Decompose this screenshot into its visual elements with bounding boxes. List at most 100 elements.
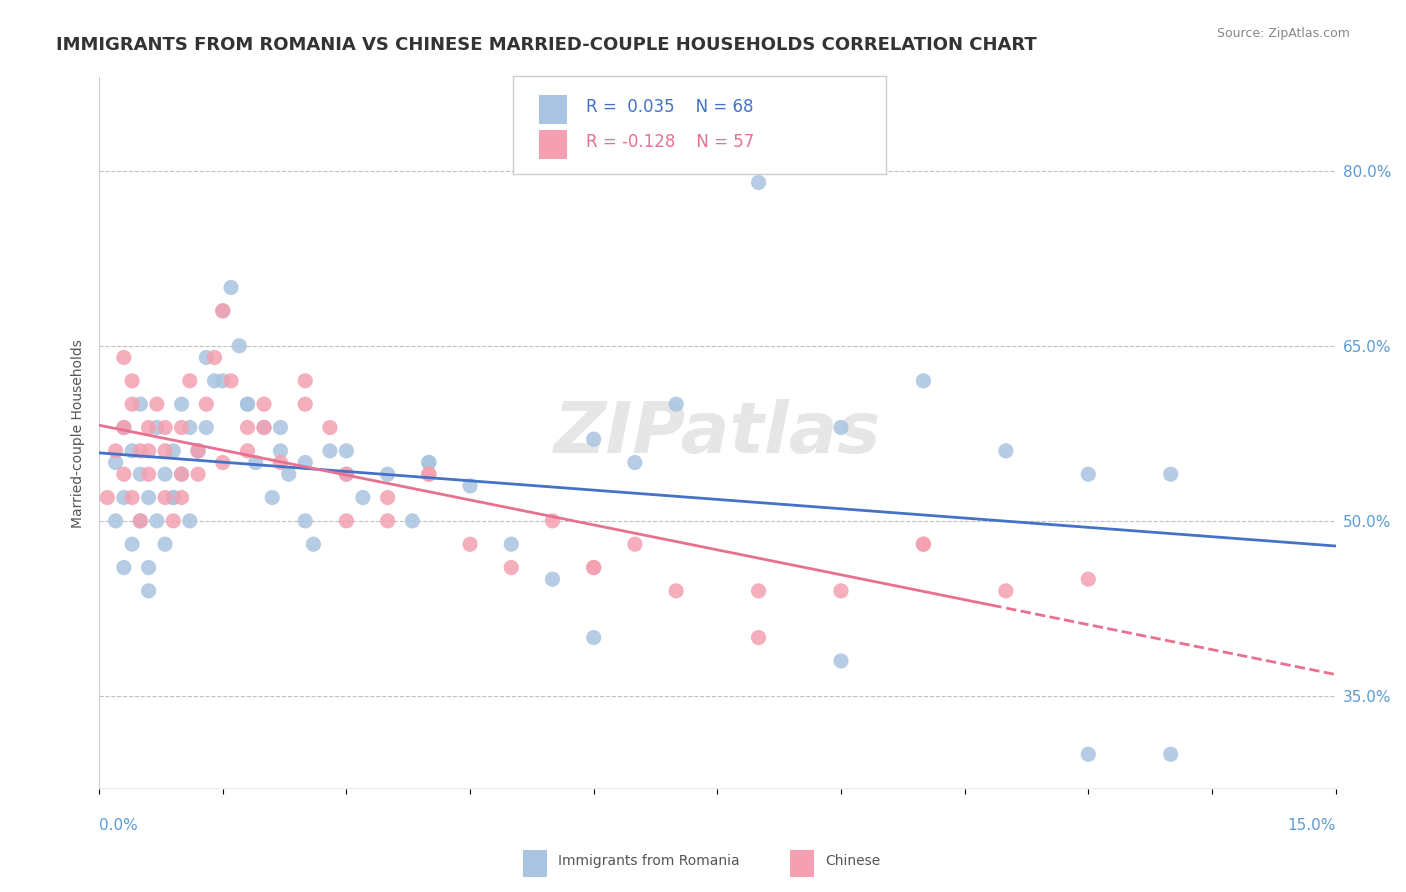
Point <box>458 537 481 551</box>
Point <box>748 631 770 645</box>
Point <box>187 443 209 458</box>
Point <box>418 467 440 482</box>
Point <box>211 374 233 388</box>
Text: Immigrants from Romania: Immigrants from Romania <box>558 854 740 868</box>
Point <box>195 397 218 411</box>
Point <box>121 374 143 388</box>
Point <box>335 467 357 482</box>
Point <box>1077 467 1099 482</box>
Point <box>541 572 564 586</box>
Point <box>294 514 316 528</box>
Point <box>541 514 564 528</box>
Point <box>112 351 135 365</box>
Point <box>377 514 399 528</box>
Point <box>830 654 852 668</box>
Point <box>1160 467 1182 482</box>
Text: 0.0%: 0.0% <box>100 819 138 833</box>
Point <box>162 514 184 528</box>
Point <box>294 456 316 470</box>
Point <box>112 467 135 482</box>
Point <box>665 583 688 598</box>
Point <box>204 351 226 365</box>
Point <box>138 443 160 458</box>
Point <box>112 491 135 505</box>
Text: 15.0%: 15.0% <box>1286 819 1336 833</box>
Point <box>994 443 1017 458</box>
Point <box>401 514 423 528</box>
Point <box>211 303 233 318</box>
Point <box>269 420 291 434</box>
Point <box>121 397 143 411</box>
Point <box>129 514 152 528</box>
Point <box>1077 572 1099 586</box>
Point <box>319 420 342 434</box>
Point <box>277 467 299 482</box>
Text: Chinese: Chinese <box>825 854 880 868</box>
Point <box>501 560 523 574</box>
Point <box>138 467 160 482</box>
Point <box>204 374 226 388</box>
Point <box>624 456 647 470</box>
Point <box>146 420 169 434</box>
Point <box>830 583 852 598</box>
Point <box>146 514 169 528</box>
Point <box>195 420 218 434</box>
Point <box>335 467 357 482</box>
Point <box>748 176 770 190</box>
Point <box>582 631 605 645</box>
Point <box>418 456 440 470</box>
Point <box>187 443 209 458</box>
Point <box>236 443 259 458</box>
Y-axis label: Married-couple Households: Married-couple Households <box>72 339 86 528</box>
Point <box>121 491 143 505</box>
Point <box>377 491 399 505</box>
Point <box>245 456 267 470</box>
Point <box>112 420 135 434</box>
Point <box>582 560 605 574</box>
Point <box>335 514 357 528</box>
Point <box>294 397 316 411</box>
Point <box>187 467 209 482</box>
Point <box>253 420 276 434</box>
Point <box>665 397 688 411</box>
Point <box>153 443 176 458</box>
Point <box>170 467 193 482</box>
Text: ZIPatlas: ZIPatlas <box>554 399 882 467</box>
Point <box>582 560 605 574</box>
Point <box>501 537 523 551</box>
Point <box>219 374 242 388</box>
Point <box>162 491 184 505</box>
Point <box>112 420 135 434</box>
Point <box>138 583 160 598</box>
Point <box>179 420 201 434</box>
Point <box>319 443 342 458</box>
Point <box>912 374 935 388</box>
Point <box>104 443 127 458</box>
Point <box>129 514 152 528</box>
Point <box>253 420 276 434</box>
Point <box>236 397 259 411</box>
Text: Source: ZipAtlas.com: Source: ZipAtlas.com <box>1216 27 1350 40</box>
Point <box>262 491 284 505</box>
Point <box>458 479 481 493</box>
Point <box>138 420 160 434</box>
Point <box>228 339 250 353</box>
Point <box>269 456 291 470</box>
Point <box>236 420 259 434</box>
Point <box>236 397 259 411</box>
Point <box>269 443 291 458</box>
Text: R =  0.035    N = 68: R = 0.035 N = 68 <box>586 98 754 116</box>
Point <box>912 537 935 551</box>
Point <box>153 491 176 505</box>
Point <box>211 456 233 470</box>
Point <box>138 491 160 505</box>
Point <box>377 467 399 482</box>
Point <box>211 303 233 318</box>
Point <box>294 374 316 388</box>
Point <box>104 456 127 470</box>
Point <box>418 456 440 470</box>
Point <box>219 280 242 294</box>
Text: IMMIGRANTS FROM ROMANIA VS CHINESE MARRIED-COUPLE HOUSEHOLDS CORRELATION CHART: IMMIGRANTS FROM ROMANIA VS CHINESE MARRI… <box>56 36 1038 54</box>
Point <box>138 560 160 574</box>
Point <box>187 443 209 458</box>
